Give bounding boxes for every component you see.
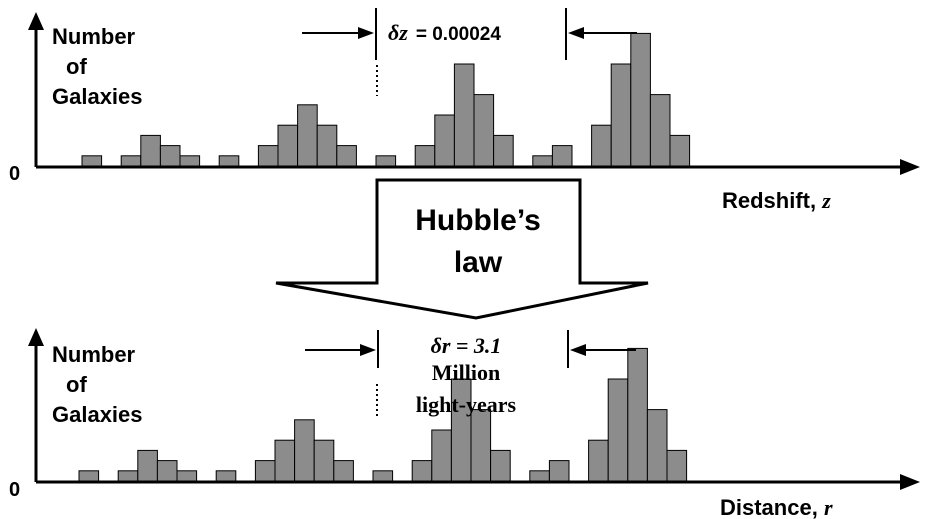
top-bar-18 [434, 114, 455, 167]
bottom-bar-27 [607, 378, 629, 482]
top-histogram-panel: Number of Galaxies 0 Redshift, z δz = 0.0… [9, 8, 920, 213]
bottom-x-axis-arrowhead [900, 474, 920, 490]
bottom-xlabel: Distance, r [720, 495, 833, 519]
top-y-axis-arrowhead [28, 12, 44, 30]
top-bar-15 [375, 155, 397, 167]
top-bar-21 [493, 134, 514, 167]
bottom-histogram-bars [78, 347, 688, 482]
bottom-bar-4 [156, 460, 178, 482]
bottom-bar-23 [529, 470, 550, 482]
top-bar-19 [453, 63, 475, 167]
bottom-spacing-right-arrowhead [570, 344, 586, 356]
bottom-bar-7 [215, 470, 237, 482]
bottom-bar-5 [176, 470, 198, 482]
bottom-bar-30 [666, 449, 688, 482]
top-bar-10 [277, 124, 299, 167]
top-bar-27 [610, 63, 632, 167]
top-spacing-value: = 0.00024 [416, 24, 501, 45]
top-bar-7 [218, 155, 240, 167]
bottom-bar-29 [646, 409, 668, 482]
bottom-spacing-label-line3: light-years [416, 392, 517, 417]
bottom-bar-9 [254, 460, 276, 482]
bottom-histogram-panel: Number of Galaxies 0 Distance, r δr = 3.… [9, 328, 920, 519]
bottom-xlabel-text: Distance, [720, 495, 824, 519]
top-bar-24 [551, 145, 573, 167]
top-bar-13 [336, 145, 357, 167]
hubble-law-label-line1: Hubble’s [415, 204, 541, 237]
bottom-bar-12 [313, 439, 335, 482]
bottom-ylabel-line3: Galaxies [52, 402, 143, 427]
bottom-spacing-left-arrowhead [360, 344, 376, 356]
bottom-y-axis-arrowhead [28, 328, 44, 346]
top-bar-11 [297, 104, 318, 167]
hubble-law-label-line2: law [454, 246, 503, 279]
bottom-bar-17 [411, 460, 433, 482]
bottom-bar-3 [137, 449, 158, 482]
bottom-ylabel-line1: Number [52, 342, 136, 367]
top-spacing-label: δz = 0.00024 [388, 20, 501, 45]
top-ylabel-line2: of [66, 54, 87, 79]
top-bar-9 [257, 145, 279, 167]
top-bar-28 [630, 32, 651, 167]
top-ylabel-line1: Number [52, 24, 136, 49]
top-bar-20 [473, 94, 495, 167]
bottom-bar-15 [372, 470, 394, 482]
top-bar-12 [316, 124, 338, 167]
top-xlabel-symbol: z [821, 188, 831, 213]
bottom-bar-24 [548, 460, 570, 482]
top-bar-29 [649, 94, 671, 167]
bottom-spacing-label-line1-text: δr = 3.1 [431, 333, 502, 358]
top-origin-label: 0 [9, 163, 20, 185]
bottom-spacing-label-line1: δr = 3.1 [431, 333, 502, 358]
bottom-bar-0 [78, 470, 100, 482]
top-spacing-right-arrowhead [568, 27, 584, 39]
bottom-spacing-label-line2: Million [432, 360, 500, 385]
bottom-bar-2 [117, 470, 139, 482]
top-bar-0 [81, 155, 103, 167]
top-bar-26 [591, 124, 612, 167]
top-spacing-left-arrowhead [358, 27, 374, 39]
bottom-bar-10 [274, 439, 296, 482]
top-bar-30 [669, 134, 691, 167]
bottom-bar-26 [588, 439, 609, 482]
bottom-bar-21 [490, 449, 511, 482]
bottom-origin-label: 0 [9, 479, 20, 501]
top-histogram-bars [81, 32, 691, 167]
bottom-ylabel-line2: of [66, 372, 87, 397]
top-bar-4 [159, 145, 181, 167]
top-bar-2 [120, 155, 142, 167]
bottom-bar-11 [294, 419, 315, 482]
bottom-bar-13 [333, 460, 354, 482]
bottom-bar-20 [470, 409, 492, 482]
bottom-bar-28 [627, 347, 648, 482]
bottom-xlabel-symbol: r [824, 495, 833, 519]
top-bar-5 [179, 155, 201, 167]
bottom-bar-18 [431, 429, 452, 482]
top-x-axis-arrowhead [900, 159, 920, 175]
top-xlabel: Redshift, z [722, 188, 831, 213]
top-bar-3 [140, 134, 161, 167]
top-bar-23 [532, 155, 553, 167]
top-xlabel-text: Redshift, [722, 188, 822, 213]
top-ylabel-line3: Galaxies [52, 84, 143, 109]
top-spacing-symbol: δz [388, 20, 408, 45]
hubble-law-arrow: Hubble’s law [275, 178, 649, 320]
top-bar-17 [414, 145, 436, 167]
hubble-law-arrow-shape [275, 178, 649, 320]
